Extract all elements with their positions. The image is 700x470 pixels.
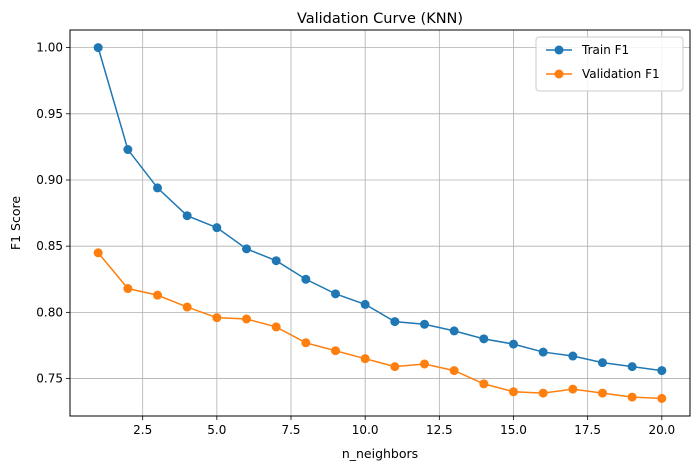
y-tick-label: 0.90 [36, 173, 63, 187]
legend-label-validation: Validation F1 [582, 67, 660, 81]
data-point-validation [242, 314, 252, 324]
data-point-train [508, 339, 518, 349]
x-tick-label: 10.0 [352, 423, 379, 437]
legend: Train F1 Validation F1 [535, 36, 684, 92]
series-layer [93, 43, 667, 403]
x-tick-label: 7.5 [281, 423, 300, 437]
data-point-train [242, 244, 252, 254]
legend-label-train: Train F1 [581, 43, 629, 57]
data-point-validation [153, 290, 163, 300]
data-point-train [182, 211, 192, 221]
y-axis-label: F1 Score [8, 196, 23, 250]
data-point-train [331, 289, 341, 299]
data-point-validation [657, 393, 667, 403]
y-tick-label: 0.80 [36, 305, 63, 319]
data-point-validation [538, 388, 548, 398]
x-axis: 2.5 5.0 7.5 10.0 12.5 15.0 17.5 20.0 [133, 416, 675, 437]
data-point-validation [390, 362, 400, 372]
data-point-train [93, 43, 103, 53]
legend-marker-train [554, 45, 564, 55]
data-point-train [390, 317, 400, 327]
data-point-train [419, 319, 429, 329]
y-tick-label: 0.85 [36, 239, 63, 253]
data-point-train [568, 351, 578, 361]
chart-title: Validation Curve (KNN) [297, 11, 463, 27]
data-point-train [597, 358, 607, 368]
data-point-validation [627, 392, 637, 402]
data-point-train [657, 366, 667, 376]
data-point-train [538, 347, 548, 357]
x-tick-label: 12.5 [426, 423, 453, 437]
legend-box [535, 36, 684, 92]
data-point-train [479, 334, 489, 344]
x-tick-label: 2.5 [133, 423, 152, 437]
series-line-validation [97, 252, 662, 400]
y-axis: 0.75 0.80 0.85 0.90 0.95 1.00 [36, 41, 70, 386]
data-point-train [271, 256, 281, 266]
data-point-validation [182, 302, 192, 312]
data-point-train [301, 274, 311, 284]
y-tick-label: 0.75 [36, 372, 63, 386]
data-point-validation [123, 284, 133, 294]
data-point-validation [271, 322, 281, 332]
data-point-validation [93, 248, 103, 258]
x-axis-label: n_neighbors [342, 446, 418, 461]
data-point-train [360, 299, 370, 309]
data-point-validation [212, 313, 222, 323]
data-point-train [212, 223, 222, 233]
series-line-train [97, 47, 662, 372]
data-point-train [627, 362, 637, 372]
y-tick-label: 0.95 [36, 107, 63, 121]
legend-marker-validation [554, 69, 564, 79]
x-tick-label: 17.5 [574, 423, 601, 437]
y-tick-label: 1.00 [36, 41, 63, 55]
data-point-train [123, 145, 133, 155]
data-point-validation [508, 387, 518, 397]
x-tick-label: 20.0 [648, 423, 675, 437]
data-point-validation [331, 346, 341, 356]
plot-frame [69, 29, 691, 417]
data-point-validation [301, 338, 311, 348]
data-point-validation [479, 379, 489, 389]
x-tick-label: 15.0 [500, 423, 527, 437]
data-point-validation [360, 354, 370, 364]
x-tick-label: 5.0 [207, 423, 226, 437]
data-point-validation [449, 366, 459, 376]
data-point-train [153, 183, 163, 193]
data-point-validation [568, 384, 578, 394]
data-point-train [449, 326, 459, 336]
data-point-validation [597, 388, 607, 398]
data-point-validation [419, 359, 429, 369]
